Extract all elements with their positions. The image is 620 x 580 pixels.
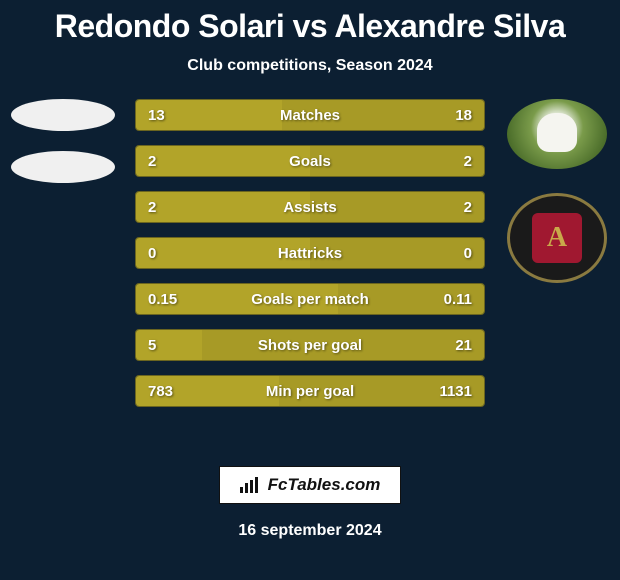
player-right-team-badge: A xyxy=(507,193,607,283)
stat-value-left: 5 xyxy=(148,330,156,360)
comparison-card: Redondo Solari vs Alexandre Silva Club c… xyxy=(0,0,620,580)
stat-value-left: 0.15 xyxy=(148,284,177,314)
stat-value-right: 0.11 xyxy=(444,284,472,314)
player-right-avatar xyxy=(507,99,607,169)
bar-right-fill xyxy=(202,330,484,360)
page-subtitle: Club competitions, Season 2024 xyxy=(0,57,620,75)
stat-value-right: 18 xyxy=(455,100,472,130)
stat-row: 0.150.11Goals per match xyxy=(135,283,485,315)
stat-value-right: 2 xyxy=(464,146,472,176)
stat-value-left: 2 xyxy=(148,146,156,176)
stat-row: 1318Matches xyxy=(135,99,485,131)
bar-left-fill xyxy=(136,146,310,176)
stat-value-right: 21 xyxy=(455,330,472,360)
stats-content: A 1318Matches22Goals22Assists00Hattricks… xyxy=(0,99,620,419)
stat-row: 7831131Min per goal xyxy=(135,375,485,407)
footer: FcTables.com 16 september 2024 xyxy=(0,466,620,540)
player-left-avatar-placeholder xyxy=(11,99,115,131)
player-silhouette xyxy=(537,113,577,152)
stat-value-left: 13 xyxy=(148,100,165,130)
player-right-column: A xyxy=(502,99,612,283)
stat-row: 22Assists xyxy=(135,191,485,223)
stat-row: 22Goals xyxy=(135,145,485,177)
page-title: Redondo Solari vs Alexandre Silva xyxy=(0,0,620,45)
bar-left-fill xyxy=(136,330,202,360)
player-left-column xyxy=(8,99,118,203)
bar-right-fill xyxy=(310,238,484,268)
stat-value-right: 0 xyxy=(464,238,472,268)
bar-left-fill xyxy=(136,192,310,222)
stat-value-right: 2 xyxy=(464,192,472,222)
stat-row: 00Hattricks xyxy=(135,237,485,269)
team-badge-letter: A xyxy=(532,213,582,263)
stat-value-left: 2 xyxy=(148,192,156,222)
stat-value-left: 783 xyxy=(148,376,173,406)
bar-right-fill xyxy=(282,100,484,130)
bar-right-fill xyxy=(310,146,484,176)
bar-left-fill xyxy=(136,238,310,268)
bar-right-fill xyxy=(310,192,484,222)
brand-box[interactable]: FcTables.com xyxy=(219,466,402,504)
bar-chart-icon xyxy=(240,477,260,493)
stats-bars: 1318Matches22Goals22Assists00Hattricks0.… xyxy=(135,99,485,421)
player-left-team-placeholder xyxy=(11,151,115,183)
footer-date: 16 september 2024 xyxy=(0,522,620,540)
stat-value-right: 1131 xyxy=(439,376,472,406)
stat-row: 521Shots per goal xyxy=(135,329,485,361)
brand-text: FcTables.com xyxy=(268,475,381,495)
stat-value-left: 0 xyxy=(148,238,156,268)
